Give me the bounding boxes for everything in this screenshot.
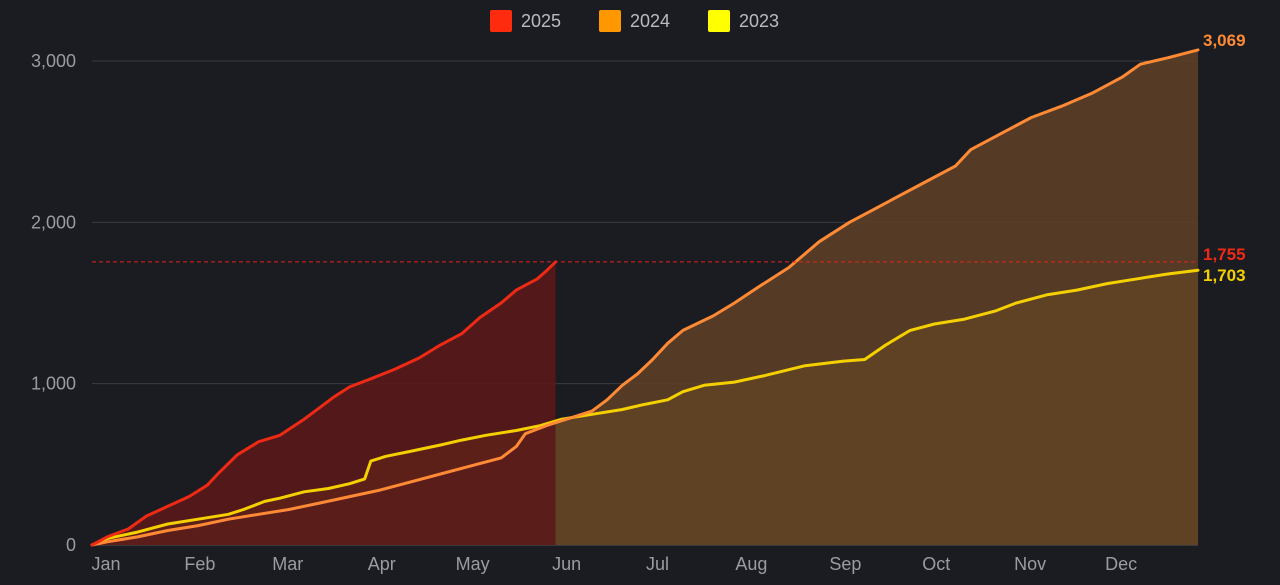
series-lines — [90, 48, 1200, 547]
legend[interactable]: 2023 2024 2025 — [490, 10, 779, 32]
series-line-2023 — [90, 268, 1200, 547]
x-tick-label: Jan — [91, 554, 120, 574]
x-tick-label: Mar — [272, 554, 303, 574]
y-tick-label: 0 — [66, 535, 76, 555]
end-labels: 1,703 3,069 1,755 — [1203, 31, 1246, 285]
x-tick-label: May — [456, 554, 490, 574]
y-tick-label: 1,000 — [31, 374, 76, 394]
y-tick-label: 2,000 — [31, 212, 76, 232]
x-axis-ticks: Jan Feb Mar Apr May Jun Jul Aug Sep Oct Nov Dec — [91, 554, 1137, 574]
legend-label-2025: 2025 — [521, 11, 561, 31]
legend-swatch-2023 — [708, 10, 730, 32]
x-tick-label: Apr — [368, 554, 396, 574]
x-tick-label: Oct — [922, 554, 950, 574]
series-area-2024 — [92, 49, 1198, 546]
x-tick-label: Feb — [184, 554, 215, 574]
legend-swatch-2025 — [490, 10, 512, 32]
x-tick-label: Sep — [829, 554, 861, 574]
x-tick-label: Jul — [646, 554, 669, 574]
series-line-2025 — [90, 260, 558, 547]
series-line-2024 — [90, 48, 1200, 547]
x-tick-label: Jun — [552, 554, 581, 574]
y-tick-label: 3,000 — [31, 51, 76, 71]
x-tick-label: Aug — [735, 554, 767, 574]
legend-label-2023: 2023 — [739, 11, 779, 31]
end-label-2024: 3,069 — [1203, 31, 1246, 50]
end-label-2025: 1,755 — [1203, 245, 1246, 264]
legend-swatch-2024 — [599, 10, 621, 32]
y-axis-ticks: 0 1,000 2,000 3,000 — [31, 51, 76, 555]
end-label-2023: 1,703 — [1203, 266, 1246, 285]
x-tick-label: Nov — [1014, 554, 1046, 574]
x-tick-label: Dec — [1105, 554, 1137, 574]
legend-item-2024[interactable]: 2024 — [599, 10, 670, 32]
legend-label-2024: 2024 — [630, 11, 670, 31]
legend-item-2023[interactable]: 2023 — [708, 10, 779, 32]
legend-item-2025[interactable]: 2025 — [490, 10, 561, 32]
